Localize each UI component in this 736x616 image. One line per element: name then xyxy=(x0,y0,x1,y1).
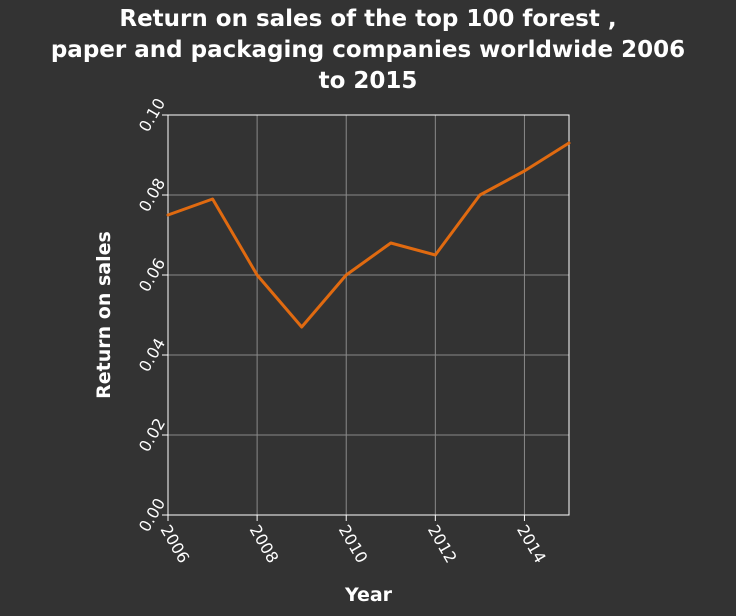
x-tick-label: 2012 xyxy=(424,522,461,567)
chart-title: Return on sales of the top 100 forest , … xyxy=(50,6,686,94)
plot-frame xyxy=(167,114,570,516)
series-line xyxy=(166,141,571,329)
x-axis-title: Year xyxy=(344,584,393,606)
x-tick-label: 2008 xyxy=(246,522,283,567)
x-tick-label: 2010 xyxy=(335,522,372,567)
y-axis-title: Return on sales xyxy=(93,231,115,399)
x-tick-label: 2014 xyxy=(513,522,550,567)
x-tick-label: 2006 xyxy=(157,522,194,567)
